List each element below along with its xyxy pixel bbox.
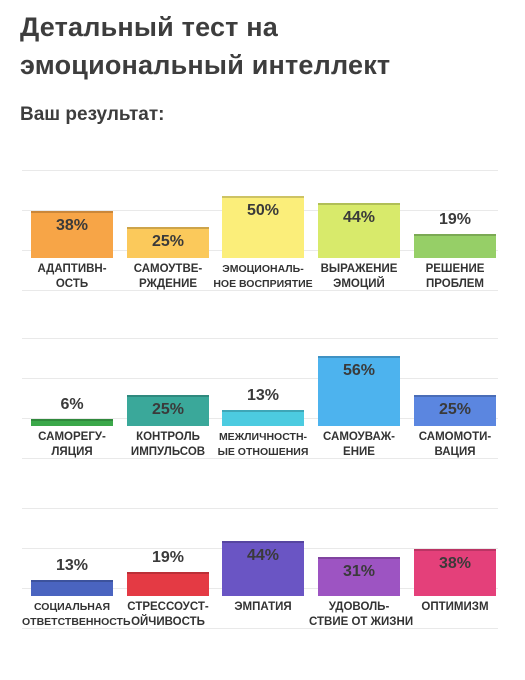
bar-value-label: 13%: [246, 386, 280, 404]
gridline: [22, 628, 498, 629]
category-label: УДОВОЛЬ- СТВИЕ ОТ ЖИЗНИ: [309, 600, 414, 630]
category-label-line-1: ОПТИМИЗМ: [421, 601, 489, 613]
category-label: АДАПТИВН- ОСТЬ: [22, 262, 122, 292]
category-label-line-1: САМОУВАЖ-: [323, 431, 395, 443]
category-label: КОНТРОЛЬ ИМПУЛЬСОВ: [118, 430, 218, 460]
category-label-line-1: САМОУТВЕ-: [133, 263, 203, 275]
bar-value-label: 25%: [438, 400, 472, 418]
category-label-line-1: СТРЕССОУСТ-: [127, 601, 209, 613]
title-line-2: эмоциональный интеллект: [20, 50, 391, 80]
category-label-line-2: ОЙЧИВОСТЬ: [131, 616, 205, 628]
bar-1-4: 44%: [318, 203, 400, 258]
bar-2-3: 13%: [222, 387, 304, 426]
bar-2-5: 25%: [414, 394, 496, 426]
category-label-line-1: САМОМОТИ-: [418, 431, 492, 443]
category-label: СОЦИАЛЬНАЯ ОТВЕТСТВЕННОСТЬ: [22, 600, 131, 630]
page-title: Детальный тест на эмоциональный интеллек…: [20, 8, 510, 84]
category-label-line-2: НОЕ ВОСПРИЯТИЕ: [213, 278, 313, 290]
bar-1-2: 25%: [127, 226, 209, 258]
category-label: САМОУВАЖ- ЕНИЕ: [309, 430, 409, 460]
category-label-line-2: ЛЯЦИЯ: [51, 446, 93, 458]
bar-value-label: 25%: [151, 400, 185, 418]
bar-value-label: 6%: [60, 395, 84, 413]
bar-value-label: 19%: [438, 211, 472, 229]
category-label-line-2: ИМПУЛЬСОВ: [130, 446, 206, 458]
category-label-line-1: САМОРЕГУ-: [38, 431, 106, 443]
category-label-line-1: АДАПТИВН-: [37, 263, 107, 275]
bar-value-label: 38%: [438, 554, 472, 572]
bar-2-4: 56%: [318, 356, 400, 426]
category-label-line-1: КОНТРОЛЬ: [136, 431, 200, 443]
bar-3-1: 13%: [31, 557, 113, 596]
bar-1-3: 50%: [222, 195, 304, 258]
bar-value-label: 56%: [342, 362, 376, 379]
category-label: САМОРЕГУ- ЛЯЦИЯ: [22, 430, 122, 460]
chart-group-1: 38% АДАПТИВН- ОСТЬ 25% САМОУТВЕ- РЖДЕНИЕ 50% ЭМ…: [0, 160, 525, 320]
category-label-line-1: ЭМПАТИЯ: [234, 601, 292, 613]
title-line-1: Детальный тест на: [20, 12, 279, 42]
category-label: ЭМПАТИЯ: [213, 600, 313, 615]
category-label: ЭМОЦИОНАЛЬ- НОЕ ВОСПРИЯТИЕ: [213, 262, 313, 292]
bar-value-label: 44%: [342, 209, 376, 226]
category-label-line-2: ЫЕ ОТНОШЕНИЯ: [217, 446, 309, 458]
category-label-line-2: ЕНИЕ: [343, 446, 375, 458]
gridline: [22, 170, 498, 171]
result-heading: Ваш результат:: [20, 104, 165, 125]
category-label-line-2: РЖДЕНИЕ: [138, 278, 198, 290]
chart-group-2: 6% САМОРЕГУ- ЛЯЦИЯ 25% КОНТРОЛЬ ИМПУЛЬСОВ 13% М…: [0, 328, 525, 488]
bar-3-5: 38%: [414, 548, 496, 596]
category-label-line-1: УДОВОЛЬ-: [328, 601, 390, 613]
category-label: МЕЖЛИЧНОСТН- ЫЕ ОТНОШЕНИЯ: [213, 430, 313, 460]
category-label-line-1: ВЫРАЖЕНИЕ: [320, 263, 398, 275]
category-label-line-2: ОСТЬ: [55, 278, 89, 290]
bar-value-label: 38%: [55, 216, 89, 234]
bar-2-1: 6%: [31, 396, 113, 426]
gridline: [22, 378, 498, 379]
gridline: [22, 458, 498, 459]
gridline: [22, 508, 498, 509]
category-label: ВЫРАЖЕНИЕ ЭМОЦИЙ: [309, 262, 409, 292]
category-label-line-2: ОТВЕТСТВЕННОСТЬ: [22, 616, 131, 628]
category-label: САМОУТВЕ- РЖДЕНИЕ: [118, 262, 218, 292]
bar-value-label: 25%: [151, 232, 185, 250]
gridline: [22, 338, 498, 339]
category-label-line-1: ЭМОЦИОНАЛЬ-: [222, 263, 304, 275]
bar-value-label: 19%: [151, 549, 185, 567]
category-label-line-2: СТВИЕ ОТ ЖИЗНИ: [309, 616, 414, 628]
bar-3-4: 31%: [318, 557, 400, 596]
category-label-line-1: МЕЖЛИЧНОСТН-: [218, 431, 308, 443]
bar-value-label: 13%: [55, 556, 89, 574]
bar-value-label: 44%: [246, 547, 280, 564]
bar-3-2: 19%: [127, 549, 209, 596]
category-label-line-2: ПРОБЛЕМ: [425, 278, 485, 290]
category-label: ОПТИМИЗМ: [405, 600, 505, 615]
bar-3-3: 44%: [222, 541, 304, 596]
category-label-line-2: ВАЦИЯ: [434, 446, 476, 458]
gridline: [22, 290, 498, 291]
bar-value-label: 50%: [246, 201, 280, 219]
bar-1-5: 19%: [414, 211, 496, 258]
category-label-line-2: ЭМОЦИЙ: [333, 278, 385, 290]
category-label-line-1: СОЦИАЛЬНАЯ: [33, 601, 111, 613]
bar-1-1: 38%: [31, 210, 113, 258]
bar-2-2: 25%: [127, 394, 209, 426]
bar-value-label: 31%: [342, 563, 376, 581]
category-label: РЕШЕНИЕ ПРОБЛЕМ: [405, 262, 505, 292]
category-label: СТРЕССОУСТ- ОЙЧИВОСТЬ: [118, 600, 218, 630]
category-label: САМОМОТИ- ВАЦИЯ: [405, 430, 505, 460]
category-label-line-1: РЕШЕНИЕ: [425, 263, 485, 275]
chart-group-3: 13% СОЦИАЛЬНАЯ ОТВЕТСТВЕННОСТЬ 19% СТРЕССОУС…: [0, 498, 525, 658]
